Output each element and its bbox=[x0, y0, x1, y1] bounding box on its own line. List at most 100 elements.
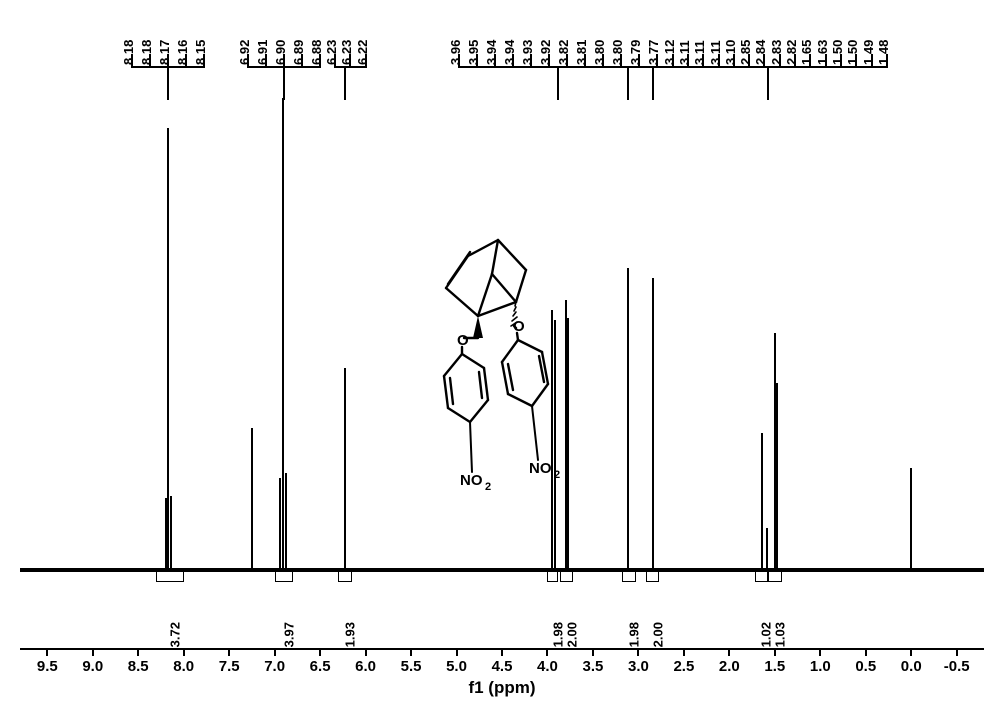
peak-label-drop bbox=[652, 68, 654, 100]
peak-label-group-bar bbox=[334, 66, 367, 68]
peak-label-connector bbox=[319, 54, 321, 66]
peak-label-connector bbox=[512, 54, 514, 66]
x-tick-label: 3.5 bbox=[583, 658, 604, 675]
x-tick-label: 0.0 bbox=[901, 658, 922, 675]
spectrum-peak bbox=[766, 528, 768, 568]
spectrum-peak bbox=[285, 473, 287, 568]
integral-bracket bbox=[646, 572, 660, 582]
x-tick bbox=[637, 648, 639, 656]
peak-label-connector bbox=[763, 54, 765, 66]
integral-bracket bbox=[338, 572, 352, 582]
peak-label-connector bbox=[794, 54, 796, 66]
x-tick bbox=[456, 648, 458, 656]
x-tick bbox=[774, 648, 776, 656]
peak-label-connector bbox=[687, 54, 689, 66]
peak-label-connector bbox=[566, 54, 568, 66]
spectrum-peak bbox=[344, 368, 346, 568]
peak-label-drop bbox=[344, 68, 346, 100]
x-tick-label: 7.0 bbox=[264, 658, 285, 675]
x-tick-label: 8.0 bbox=[173, 658, 194, 675]
peak-label-connector bbox=[840, 54, 842, 66]
peak-label-connector bbox=[702, 54, 704, 66]
integral-value: 2.00 bbox=[650, 622, 665, 647]
peak-label-connector bbox=[602, 54, 604, 66]
x-tick bbox=[137, 648, 139, 656]
spectrum-peak bbox=[279, 478, 281, 568]
molecule-atom-label: O bbox=[457, 332, 469, 349]
x-tick-label: 6.5 bbox=[310, 658, 331, 675]
x-tick bbox=[728, 648, 730, 656]
molecule-atom-label: NO bbox=[460, 472, 483, 489]
x-tick-label: 9.5 bbox=[37, 658, 58, 675]
x-tick bbox=[819, 648, 821, 656]
peak-label-connector bbox=[247, 54, 249, 66]
peak-label-connector bbox=[349, 54, 351, 66]
spectrum-peak bbox=[652, 278, 654, 568]
molecule-atom-label: O bbox=[513, 318, 525, 335]
x-tick bbox=[46, 648, 48, 656]
x-tick bbox=[683, 648, 685, 656]
peak-label-drop bbox=[283, 68, 285, 100]
x-tick-label: -0.5 bbox=[944, 658, 970, 675]
x-tick bbox=[592, 648, 594, 656]
x-tick bbox=[274, 648, 276, 656]
peak-label-connector bbox=[779, 54, 781, 66]
nmr-figure: 8.188.188.178.168.156.926.916.906.896.88… bbox=[20, 6, 984, 704]
integral-bracket bbox=[275, 572, 293, 582]
integral-value: 1.03 bbox=[773, 622, 788, 647]
integral-bracket bbox=[768, 572, 782, 582]
peak-label-connector bbox=[131, 54, 133, 66]
x-tick-label: 1.0 bbox=[810, 658, 831, 675]
molecule-atom-label: 2 bbox=[554, 469, 560, 481]
peak-label-connector bbox=[748, 54, 750, 66]
peak-label-connector bbox=[733, 54, 735, 66]
x-tick-label: 7.5 bbox=[219, 658, 240, 675]
x-tick-label: 2.5 bbox=[673, 658, 694, 675]
peak-label-drop bbox=[627, 68, 629, 100]
spectrum-peak bbox=[165, 498, 167, 568]
x-tick bbox=[92, 648, 94, 656]
integral-value: 1.02 bbox=[759, 622, 774, 647]
integral-value: 1.98 bbox=[626, 622, 641, 647]
spectrum-peak bbox=[627, 268, 629, 568]
peak-label-connector bbox=[265, 54, 267, 66]
peak-label-connector bbox=[855, 54, 857, 66]
peak-label-drop bbox=[167, 68, 169, 100]
integral-value: 2.00 bbox=[564, 622, 579, 647]
peak-label-drop bbox=[557, 68, 559, 100]
integral-value: 1.98 bbox=[550, 622, 565, 647]
molecule-svg: OONO2NO2 bbox=[398, 216, 598, 496]
peak-label-connector bbox=[494, 54, 496, 66]
peak-label-connector bbox=[203, 54, 205, 66]
spectrum-peak bbox=[167, 128, 169, 568]
peak-label-connector bbox=[301, 54, 303, 66]
integral-bracket bbox=[622, 572, 636, 582]
spectrum-peak bbox=[282, 98, 284, 568]
peak-label-connector bbox=[476, 54, 478, 66]
peak-label-connector bbox=[584, 54, 586, 66]
x-tick-label: 8.5 bbox=[128, 658, 149, 675]
x-tick-label: 9.0 bbox=[82, 658, 103, 675]
peak-label-connector bbox=[530, 54, 532, 66]
integral-bracket bbox=[547, 572, 558, 582]
peak-label-connector bbox=[167, 54, 169, 66]
peak-label-connector bbox=[809, 54, 811, 66]
peak-label-connector bbox=[620, 54, 622, 66]
x-tick bbox=[910, 648, 912, 656]
peak-label-connector bbox=[656, 54, 658, 66]
spectrum-peak bbox=[170, 496, 172, 568]
integral-value: 3.72 bbox=[168, 622, 183, 647]
x-axis-title: f1 (ppm) bbox=[20, 678, 984, 698]
integral-value: 3.97 bbox=[281, 622, 296, 647]
x-tick bbox=[865, 648, 867, 656]
x-tick-label: 3.0 bbox=[628, 658, 649, 675]
peak-label-connector bbox=[886, 54, 888, 66]
spectrum-peak bbox=[776, 383, 778, 568]
molecule-atom-label: 2 bbox=[485, 481, 491, 493]
molecule-structure: OONO2NO2 bbox=[398, 216, 598, 496]
spectrum-peak bbox=[251, 428, 253, 568]
peak-label-tree bbox=[20, 54, 984, 100]
x-tick bbox=[546, 648, 548, 656]
x-tick bbox=[319, 648, 321, 656]
x-tick bbox=[228, 648, 230, 656]
